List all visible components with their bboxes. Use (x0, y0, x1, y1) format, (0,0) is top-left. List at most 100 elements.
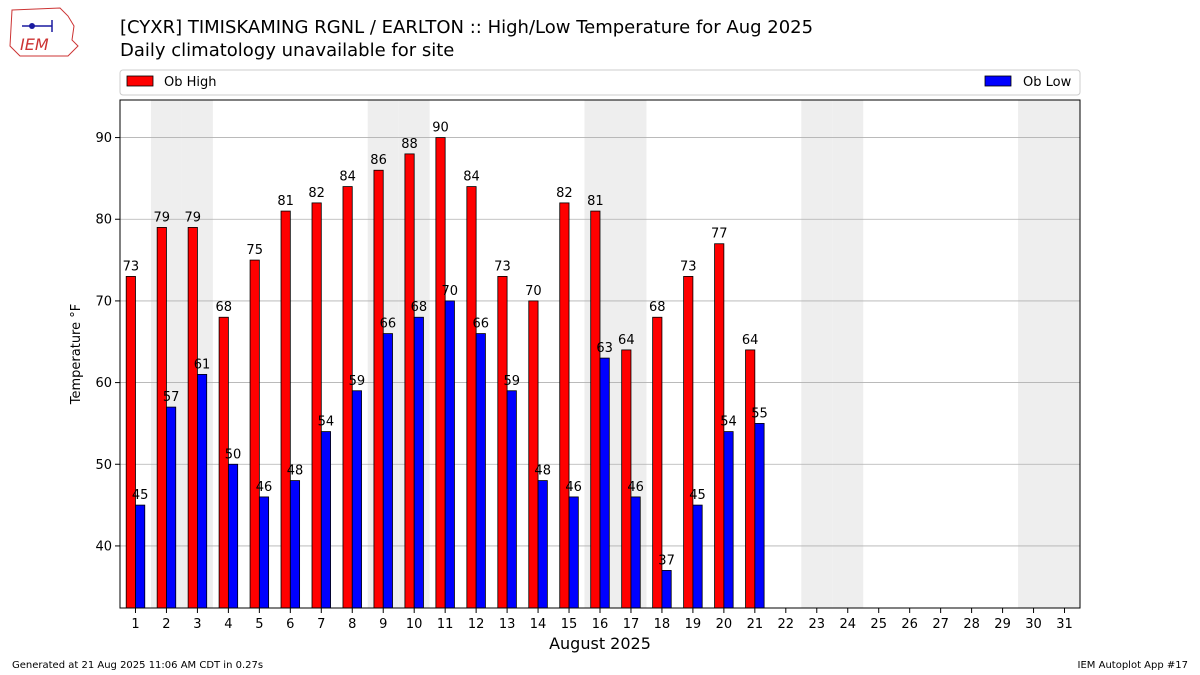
low-bar (754, 423, 765, 609)
legend-box (119, 69, 1081, 96)
high-data-label: 81 (587, 194, 604, 209)
low-data-label: 59 (349, 374, 366, 389)
low-bar (630, 496, 641, 609)
logo-text: IEM (20, 35, 49, 54)
low-bar (197, 374, 208, 609)
legend-high-swatch (126, 75, 154, 87)
x-tick-label: 24 (839, 617, 856, 632)
x-tick-label: 18 (654, 617, 671, 632)
x-tick-label: 2 (162, 617, 170, 632)
low-bar (475, 333, 486, 609)
low-data-label: 59 (503, 374, 520, 389)
low-bar (289, 480, 301, 609)
high-data-label: 84 (463, 170, 480, 185)
high-data-label: 90 (432, 121, 449, 136)
low-bar (692, 504, 703, 609)
high-data-label: 77 (711, 227, 728, 242)
x-tick-label: 11 (437, 617, 454, 632)
high-data-label: 73 (680, 259, 697, 274)
low-bar (166, 406, 177, 609)
x-axis-label: August 2025 (549, 634, 651, 653)
low-data-label: 46 (565, 480, 582, 495)
low-bar (444, 300, 455, 609)
low-data-label: 46 (627, 480, 644, 495)
high-bar (218, 316, 229, 609)
x-tick-label: 27 (932, 617, 949, 632)
y-tick-label: 60 (95, 376, 112, 391)
y-tick-label: 90 (95, 131, 112, 146)
x-tick-label: 12 (468, 617, 485, 632)
high-data-label: 70 (525, 284, 542, 299)
x-tick-label: 3 (193, 617, 201, 632)
x-tick-label: 21 (747, 617, 764, 632)
high-bar (125, 276, 136, 609)
chart-title: [CYXR] TIMISKAMING RGNL / EARLTON :: Hig… (120, 17, 814, 38)
high-data-label: 73 (123, 259, 140, 274)
x-tick-label: 23 (809, 617, 826, 632)
x-tick-label: 22 (778, 617, 795, 632)
high-bar (373, 169, 384, 609)
low-data-label: 63 (596, 341, 613, 356)
high-bar (311, 202, 322, 609)
high-bar (528, 300, 539, 609)
x-tick-label: 31 (1056, 617, 1073, 632)
low-data-label: 54 (720, 415, 737, 430)
high-data-label: 81 (277, 194, 294, 209)
low-bar (351, 390, 362, 609)
x-tick-label: 20 (716, 617, 733, 632)
high-data-label: 79 (185, 210, 202, 225)
high-bar (590, 210, 601, 609)
weekend-band (1049, 100, 1080, 608)
low-bar (413, 316, 424, 609)
x-tick-label: 28 (963, 617, 980, 632)
low-bar (723, 431, 734, 609)
app-note: IEM Autoplot App #17 (1077, 660, 1188, 671)
low-data-label: 46 (256, 480, 273, 495)
x-tick-label: 8 (348, 617, 356, 632)
low-data-label: 45 (689, 488, 706, 503)
low-data-label: 55 (751, 406, 768, 421)
high-bar (435, 137, 446, 609)
high-bar (466, 186, 477, 609)
x-tick-label: 16 (592, 617, 609, 632)
x-tick-label: 14 (530, 617, 547, 632)
low-bar (320, 431, 331, 609)
x-tick-label: 29 (994, 617, 1011, 632)
iem-logo: IEM (9, 7, 79, 57)
high-data-label: 82 (556, 186, 573, 201)
high-data-label: 75 (246, 243, 263, 258)
low-data-label: 66 (380, 317, 397, 332)
y-tick-label: 80 (95, 213, 112, 228)
low-bar (506, 390, 517, 609)
low-data-label: 48 (287, 464, 304, 479)
high-data-label: 86 (370, 153, 387, 168)
high-bar (404, 153, 415, 609)
x-tick-label: 25 (870, 617, 887, 632)
high-data-label: 64 (742, 333, 759, 348)
low-bar (227, 463, 239, 609)
x-tick-label: 5 (255, 617, 263, 632)
low-data-label: 66 (473, 317, 490, 332)
low-data-label: 37 (658, 553, 675, 568)
x-tick-label: 4 (224, 617, 232, 632)
high-bar (559, 202, 570, 609)
x-tick-label: 9 (379, 617, 387, 632)
low-bar (537, 480, 548, 609)
low-data-label: 68 (411, 300, 428, 315)
high-bar (683, 276, 694, 609)
high-bar (497, 276, 508, 609)
high-data-label: 68 (215, 300, 232, 315)
high-bar (280, 210, 291, 609)
high-bar (342, 186, 353, 609)
y-axis-label: Temperature °F (69, 304, 84, 405)
weekend-band (801, 100, 833, 608)
x-tick-label: 17 (623, 617, 640, 632)
high-data-label: 82 (308, 186, 325, 201)
low-data-label: 61 (194, 357, 211, 372)
high-bar (249, 259, 260, 609)
low-data-label: 50 (225, 447, 242, 462)
x-tick-label: 19 (685, 617, 702, 632)
y-tick-label: 70 (95, 294, 112, 309)
legend-low-label: Ob Low (1023, 75, 1072, 90)
